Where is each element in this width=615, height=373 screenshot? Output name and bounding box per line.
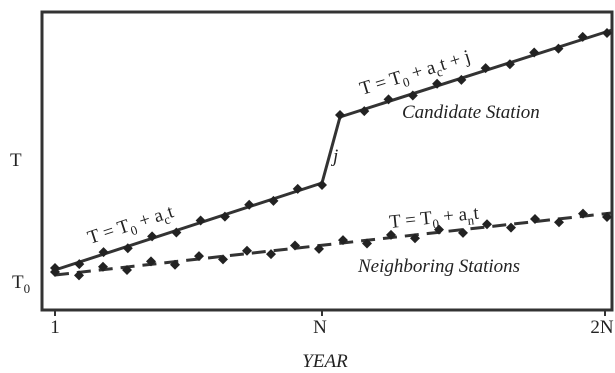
point xyxy=(266,249,276,260)
point xyxy=(529,47,540,58)
neighbor-line xyxy=(54,211,613,277)
point xyxy=(602,212,612,222)
subscript: c xyxy=(434,64,444,80)
point xyxy=(335,110,345,120)
point xyxy=(74,270,84,281)
x-tick-label: 1 xyxy=(50,317,60,338)
point xyxy=(432,78,443,89)
point xyxy=(290,240,300,251)
neighbor-label: Neighboring Stations xyxy=(357,256,520,277)
point xyxy=(244,199,255,210)
point xyxy=(218,254,228,265)
point xyxy=(292,183,303,194)
subscript: 0 xyxy=(24,281,31,296)
point xyxy=(407,90,418,101)
point xyxy=(578,208,588,219)
point xyxy=(242,245,252,256)
text: T = T xyxy=(85,215,133,248)
text: + a xyxy=(437,204,468,228)
point xyxy=(338,235,348,246)
point xyxy=(554,217,564,228)
subscript: 0 xyxy=(128,222,139,238)
frame xyxy=(40,10,614,312)
point xyxy=(146,256,156,267)
text: t + j xyxy=(437,46,473,75)
subscript: c xyxy=(162,211,172,227)
y-label: T xyxy=(10,150,22,171)
point xyxy=(171,227,182,238)
subscript: 0 xyxy=(401,74,412,90)
point xyxy=(219,211,230,222)
point xyxy=(98,247,109,258)
point xyxy=(386,229,396,240)
point xyxy=(434,224,444,235)
point xyxy=(122,243,133,254)
point xyxy=(359,106,370,117)
text: + a xyxy=(404,57,438,86)
x-tick-label: 2N xyxy=(590,317,614,338)
text: + a xyxy=(132,205,166,234)
point xyxy=(504,59,515,70)
subscript: n xyxy=(467,212,476,228)
point xyxy=(602,28,612,38)
point xyxy=(456,74,467,85)
points xyxy=(50,28,612,281)
point xyxy=(98,261,108,272)
point xyxy=(194,251,204,262)
subscript: 0 xyxy=(432,216,440,232)
point xyxy=(362,238,372,249)
point xyxy=(50,267,60,277)
point xyxy=(530,213,540,224)
point xyxy=(577,31,588,42)
text: T = T xyxy=(357,67,404,100)
point xyxy=(147,231,158,242)
origin-label: T0 xyxy=(12,272,30,296)
point xyxy=(74,259,85,270)
point xyxy=(268,195,279,206)
text: t xyxy=(472,203,480,225)
candidate-line xyxy=(54,28,613,272)
equation: T = T0 + ant xyxy=(388,203,480,236)
point xyxy=(480,63,491,74)
candidate-label: Candidate Station xyxy=(402,102,540,123)
text: T = T xyxy=(388,208,433,233)
point xyxy=(553,43,564,54)
point xyxy=(506,222,516,233)
point xyxy=(170,259,180,270)
point xyxy=(383,94,394,105)
x-label: YEAR xyxy=(302,351,348,372)
point xyxy=(122,265,132,276)
jump-label: j xyxy=(330,146,338,167)
point xyxy=(314,243,324,254)
point xyxy=(458,227,468,238)
point xyxy=(195,215,206,226)
text: T xyxy=(12,272,24,293)
point xyxy=(317,180,327,190)
point xyxy=(482,219,492,230)
x-tick-label: N xyxy=(313,317,327,338)
point xyxy=(410,233,420,244)
